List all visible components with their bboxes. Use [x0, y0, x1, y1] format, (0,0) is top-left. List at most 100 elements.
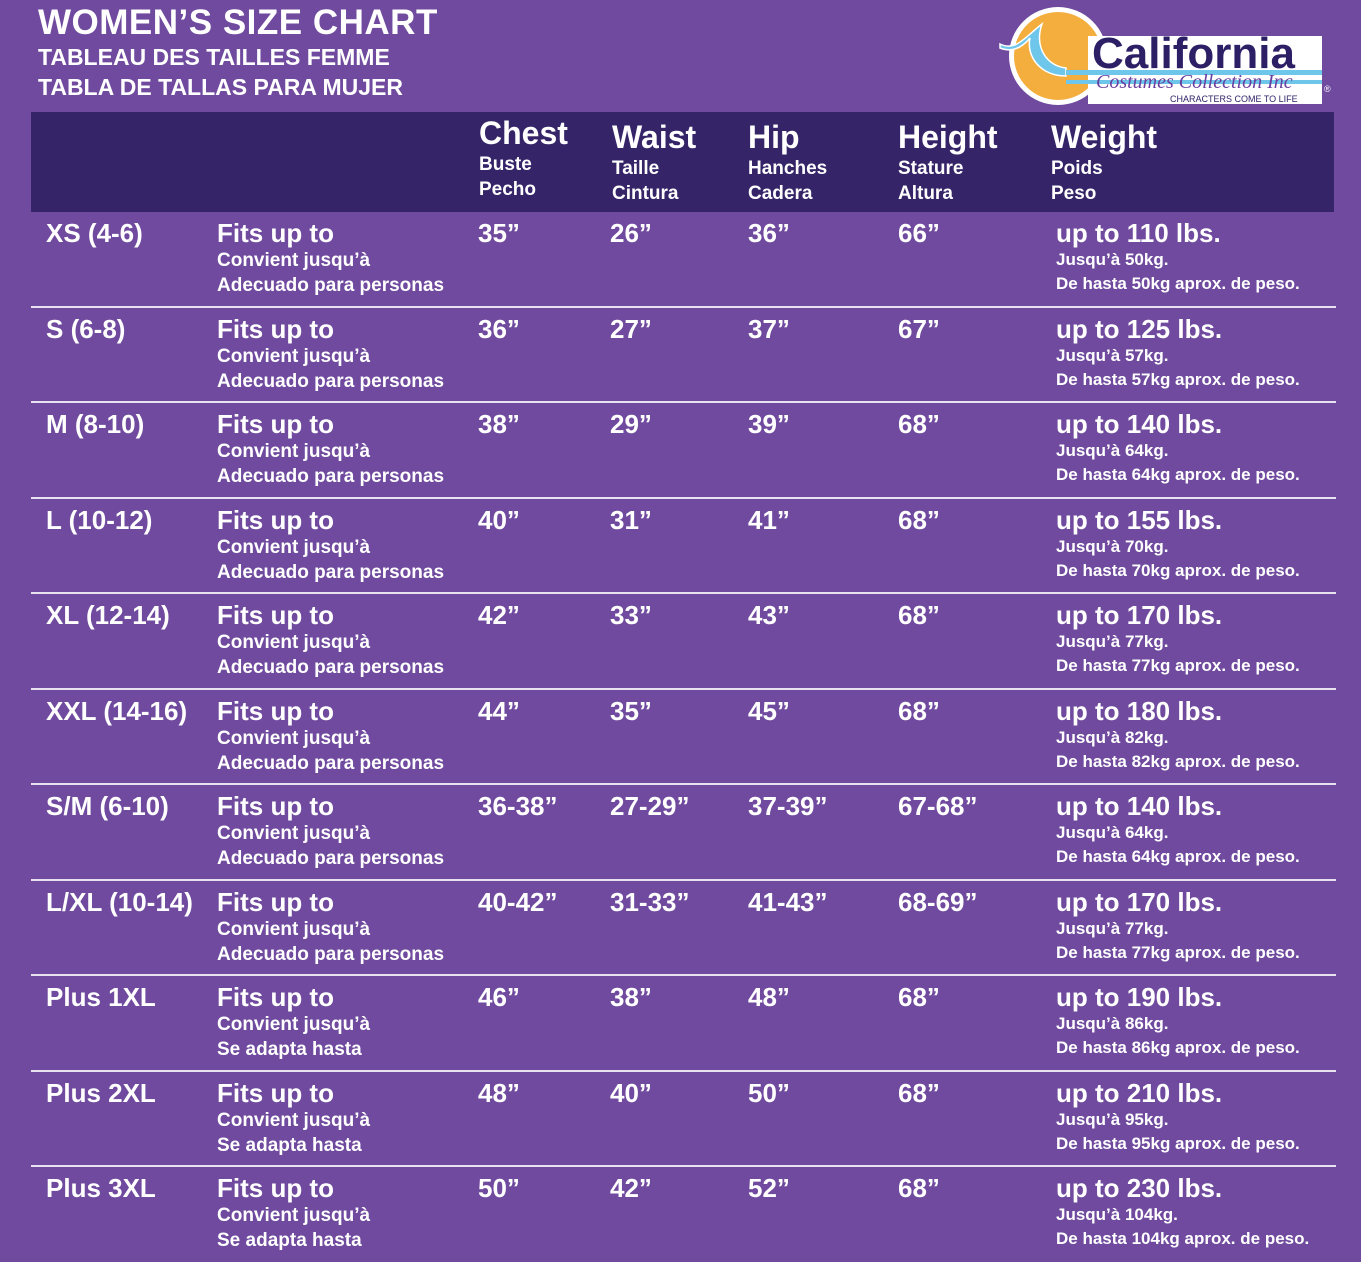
table-row: S (6-8) Fits up to Convient jusqu’à Adec… — [31, 308, 1336, 403]
size-label: XL (12-14) — [46, 600, 170, 630]
height-value: 68” — [898, 600, 940, 630]
chest-value: 50” — [478, 1173, 520, 1203]
weight-fr: Jusqu’à 57kg. — [1056, 345, 1169, 365]
table-row: L (10-12) Fits up to Convient jusqu’à Ad… — [31, 499, 1336, 594]
weight-en: up to 170 lbs. — [1056, 600, 1223, 630]
weight-en: up to 110 lbs. — [1056, 218, 1221, 248]
table-row: Plus 3XL Fits up to Convient jusqu’à Se … — [31, 1167, 1336, 1261]
waist-value: 35” — [610, 695, 652, 726]
fits-es: Adecuado para personas — [217, 657, 445, 678]
svg-text:Costumes Collection Inc: Costumes Collection Inc — [1096, 71, 1293, 93]
chest-value: 44” — [478, 695, 520, 726]
fits-es: Adecuado para personas — [217, 370, 445, 392]
fits-en: Fits up to — [217, 982, 334, 1012]
fits-es: Adecuado para personas — [217, 752, 445, 774]
fits-en: Fits up to — [217, 600, 334, 630]
weight-fr: Jusqu’à 82kg. — [1056, 727, 1169, 747]
height-value: 66” — [898, 218, 940, 248]
waist-value: 31” — [610, 504, 652, 535]
waist-value: 27” — [610, 313, 652, 344]
height-value: 68” — [898, 1077, 940, 1108]
fits-cell: Fits up to Convient jusqu’à Adecuado par… — [217, 600, 444, 680]
weight-fr: Jusqu’à 64kg. — [1056, 823, 1169, 842]
weight-cell: up to 125 lbs. Jusqu’à 57kg. De hasta 57… — [1056, 314, 1300, 392]
table-row: M (8-10) Fits up to Convient jusqu’à Ade… — [31, 403, 1336, 499]
table-header: Chest Buste Pecho Waist Taille Cintura H… — [31, 112, 1334, 212]
weight-en: up to 140 lbs. — [1056, 791, 1223, 821]
table-row: L/XL (10-14) Fits up to Convient jusqu’à… — [31, 881, 1336, 976]
fits-es: Adecuado para personas — [217, 848, 445, 869]
table-row: XL (12-14) Fits up to Convient jusqu’à A… — [31, 594, 1336, 690]
size-label: Plus 2XL — [46, 1077, 156, 1108]
fits-fr: Convient jusqu’à — [217, 441, 371, 462]
weight-en: up to 140 lbs. — [1056, 409, 1223, 439]
size-label: L/XL (10-14) — [46, 886, 193, 917]
hip-value: 36” — [748, 218, 790, 248]
height-value: 68” — [898, 504, 940, 535]
fits-cell: Fits up to Convient jusqu’à Se adapta ha… — [217, 1078, 370, 1158]
fits-fr: Convient jusqu’à — [217, 345, 371, 367]
table-row: XXL (14-16) Fits up to Convient jusqu’à … — [31, 690, 1336, 785]
height-value: 67-68” — [898, 791, 978, 821]
weight-cell: up to 190 lbs. Jusqu’à 86kg. De hasta 86… — [1056, 982, 1300, 1060]
chest-value: 46” — [478, 982, 520, 1012]
weight-cell: up to 180 lbs. Jusqu’à 82kg. De hasta 82… — [1056, 696, 1300, 774]
weight-en: up to 190 lbs. — [1056, 982, 1223, 1012]
fits-cell: Fits up to Convient jusqu’à Adecuado par… — [217, 696, 444, 776]
weight-fr: Jusqu’à 77kg. — [1056, 918, 1169, 938]
weight-cell: up to 170 lbs. Jusqu’à 77kg. De hasta 77… — [1056, 887, 1300, 965]
chest-value: 48” — [478, 1077, 520, 1108]
size-label: L (10-12) — [46, 504, 153, 535]
weight-es: De hasta 82kg aprox. de peso. — [1056, 751, 1300, 771]
weight-en: up to 170 lbs. — [1056, 886, 1223, 917]
header-label: Hip — [748, 119, 800, 155]
weight-en: up to 230 lbs. — [1056, 1173, 1223, 1203]
chest-value: 40-42” — [478, 886, 558, 917]
fits-cell: Fits up to Convient jusqu’à Adecuado par… — [217, 218, 444, 298]
weight-cell: up to 210 lbs. Jusqu’à 95kg. De hasta 95… — [1056, 1078, 1300, 1156]
chest-value: 38” — [478, 409, 520, 439]
fits-cell: Fits up to Convient jusqu’à Adecuado par… — [217, 314, 444, 394]
fits-fr: Convient jusqu’à — [217, 1205, 371, 1226]
fits-es: Adecuado para personas — [217, 561, 445, 583]
title-es: TABLA DE TALLAS PARA MUJER — [38, 74, 404, 100]
fits-cell: Fits up to Convient jusqu’à Adecuado par… — [217, 505, 444, 585]
fits-en: Fits up to — [217, 1173, 334, 1203]
header-label: Waist — [612, 119, 697, 155]
svg-text:California: California — [1092, 29, 1295, 78]
fits-cell: Fits up to Convient jusqu’à Adecuado par… — [217, 887, 444, 967]
header-label-fr: Buste — [479, 154, 532, 175]
weight-fr: Jusqu’à 86kg. — [1056, 1014, 1169, 1033]
weight-cell: up to 170 lbs. Jusqu’à 77kg. De hasta 77… — [1056, 600, 1300, 678]
header-weight: Weight Poids Peso — [1051, 118, 1157, 206]
hip-value: 41-43” — [748, 886, 828, 917]
header-label-fr: Taille — [612, 158, 660, 179]
hip-value: 45” — [748, 695, 790, 726]
weight-en: up to 210 lbs. — [1056, 1077, 1223, 1108]
fits-es: Se adapta hasta — [217, 1039, 362, 1060]
weight-cell: up to 140 lbs. Jusqu’à 64kg. De hasta 64… — [1056, 409, 1300, 487]
weight-fr: Jusqu’à 77kg. — [1056, 632, 1169, 651]
fits-en: Fits up to — [217, 504, 334, 535]
header-label-fr: Poids — [1051, 158, 1103, 179]
weight-es: De hasta 86kg aprox. de peso. — [1056, 1038, 1300, 1057]
california-costumes-logo: California Costumes Collection Inc CHARA… — [999, 7, 1331, 105]
weight-en: up to 155 lbs. — [1056, 504, 1223, 535]
weight-es: De hasta 57kg aprox. de peso. — [1056, 369, 1300, 389]
height-value: 68” — [898, 1173, 940, 1203]
fits-en: Fits up to — [217, 409, 334, 439]
weight-en: up to 180 lbs. — [1056, 695, 1223, 726]
chest-value: 36-38” — [478, 791, 558, 821]
size-label: S/M (6-10) — [46, 791, 169, 821]
weight-cell: up to 110 lbs. Jusqu’à 50kg. De hasta 50… — [1056, 218, 1300, 296]
fits-en: Fits up to — [217, 886, 334, 917]
hip-value: 52” — [748, 1173, 790, 1203]
weight-cell: up to 230 lbs. Jusqu’à 104kg. De hasta 1… — [1056, 1173, 1309, 1251]
fits-en: Fits up to — [217, 218, 334, 248]
header-label-es: Altura — [898, 183, 953, 204]
height-value: 68” — [898, 982, 940, 1012]
chest-value: 40” — [478, 504, 520, 535]
weight-es: De hasta 104kg aprox. de peso. — [1056, 1229, 1310, 1248]
header-chest: Chest Buste Pecho — [479, 114, 568, 202]
fits-fr: Convient jusqu’à — [217, 918, 371, 940]
